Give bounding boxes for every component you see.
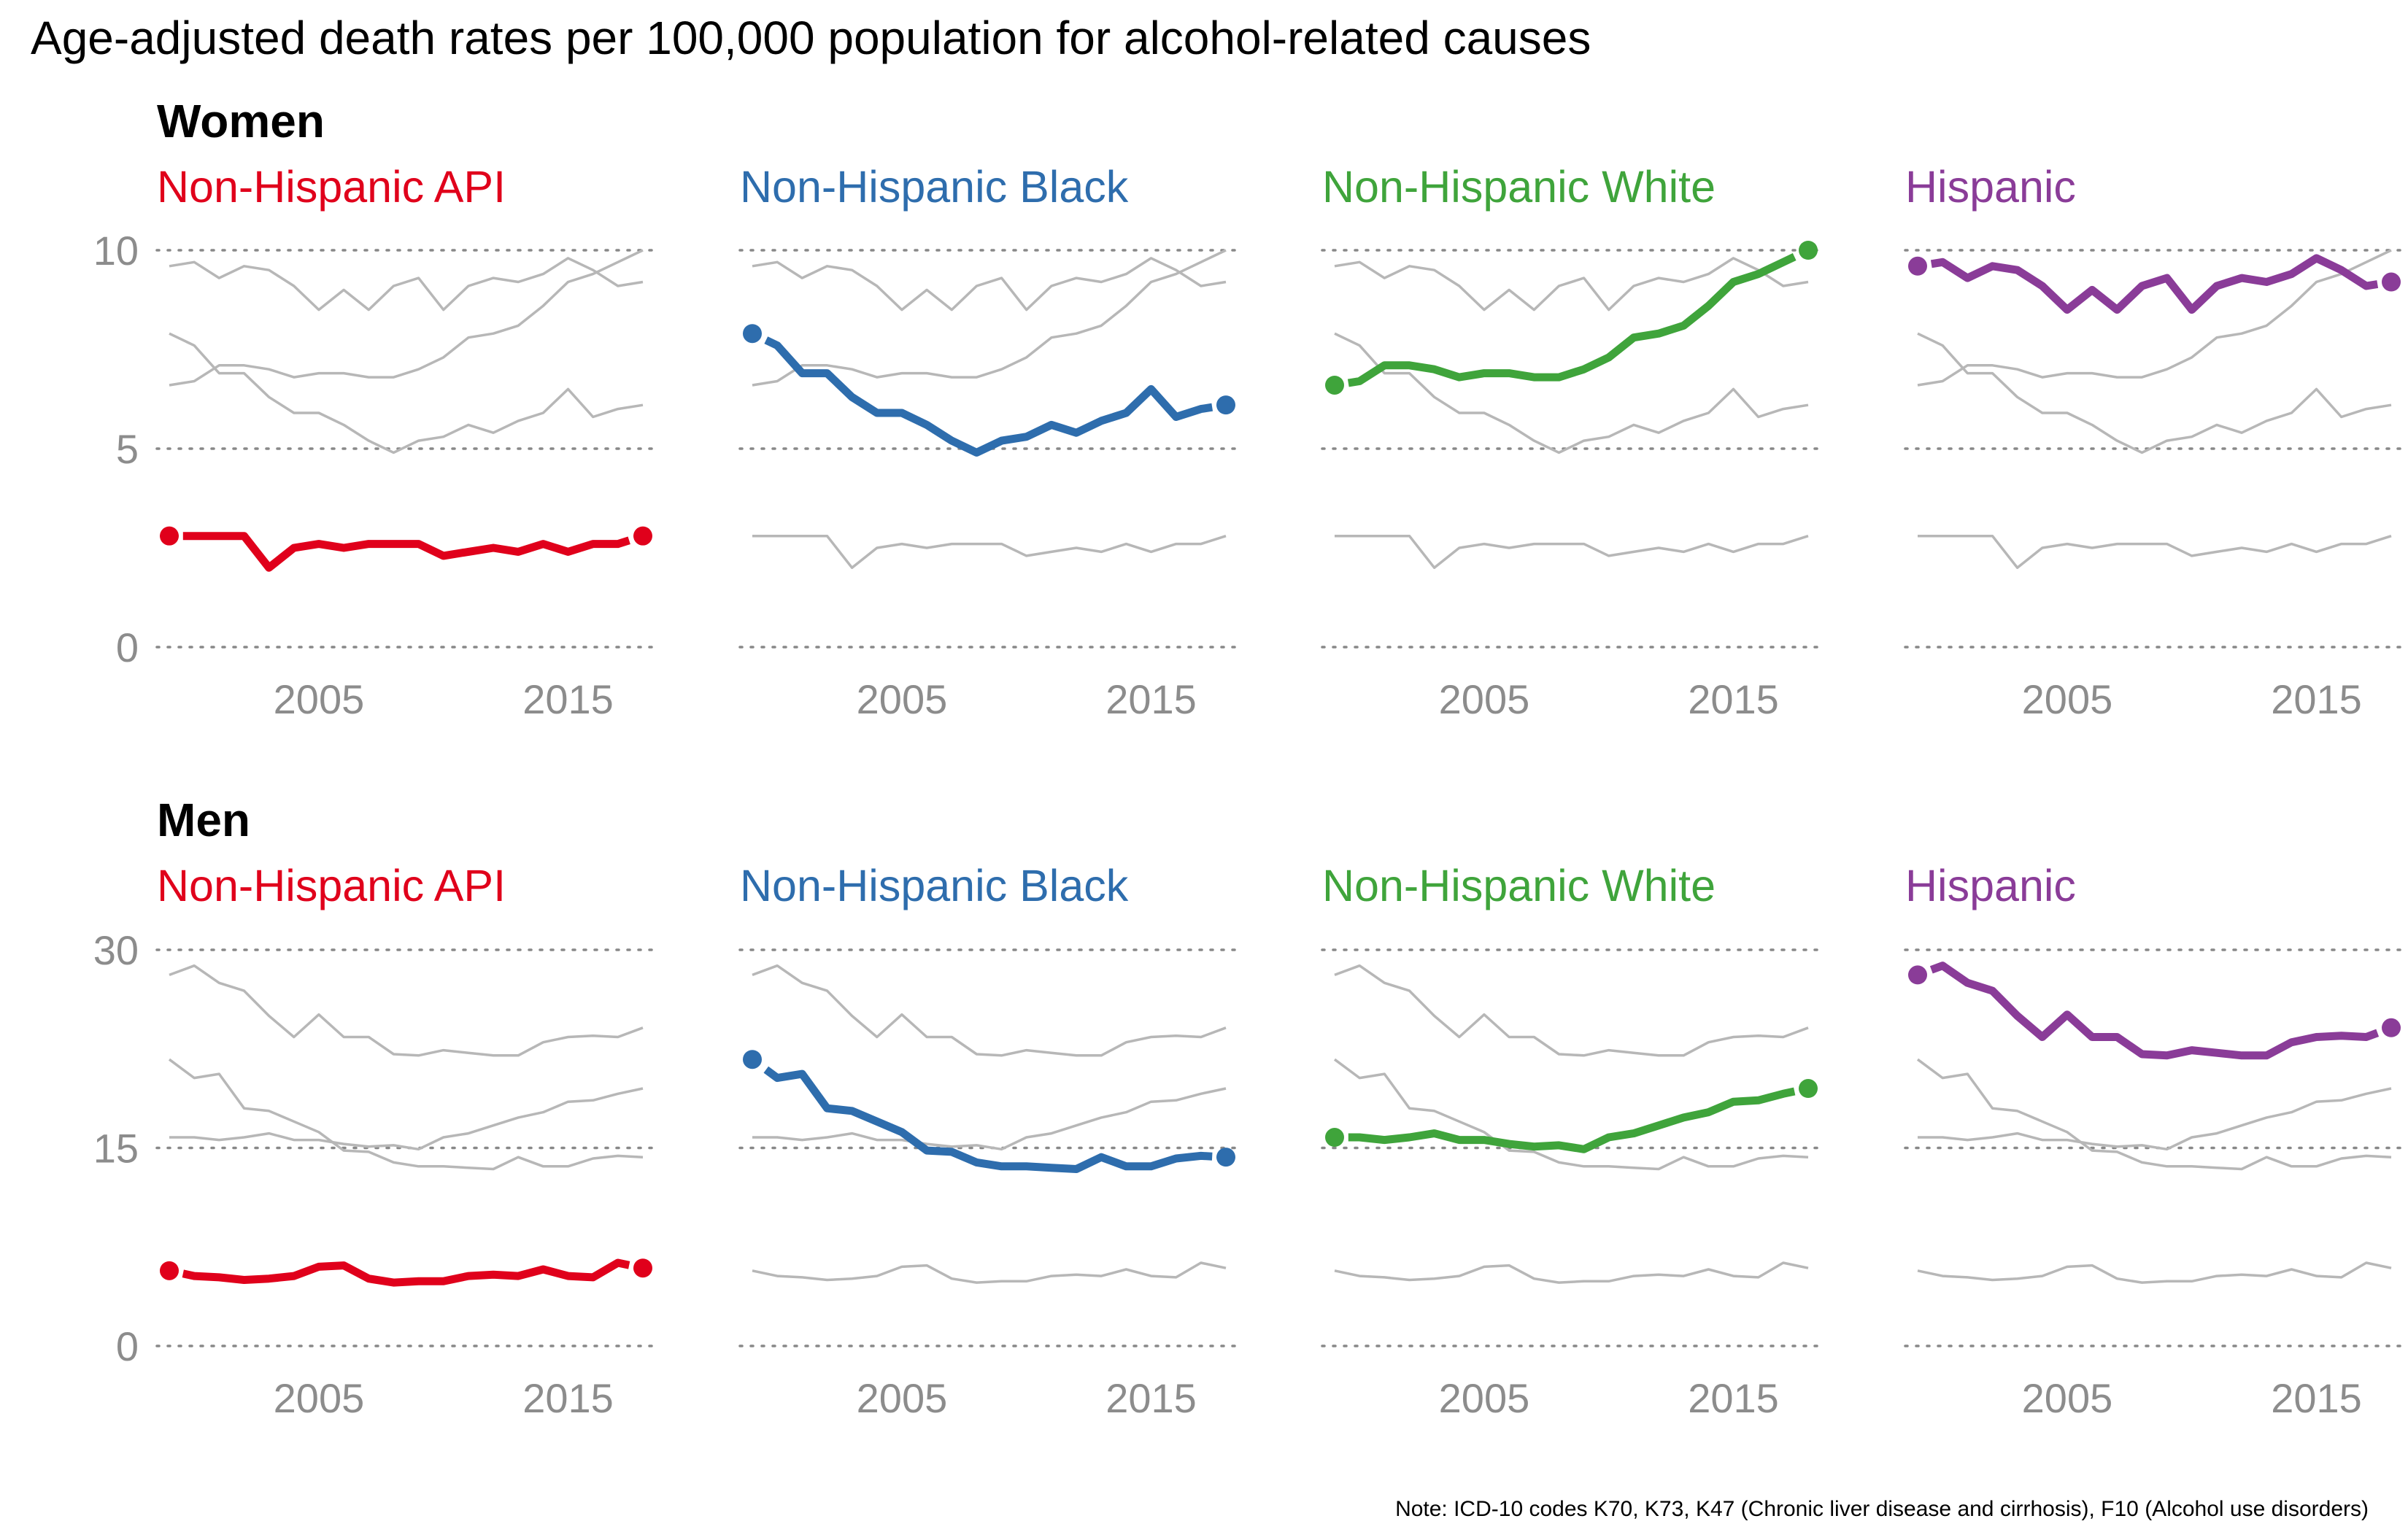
x-tick-label: 2005 — [1439, 676, 1530, 722]
y-tick-label: 5 — [116, 426, 139, 472]
chart-note: Note: ICD-10 codes K70, K73, K47 (Chroni… — [1395, 1497, 2369, 1521]
background-series-line — [752, 249, 1227, 387]
panel-men-non-hispanic-white: Non-Hispanic White 2005 2015 — [1321, 861, 1822, 1421]
background-series-line — [169, 257, 644, 312]
panel-men-non-hispanic-api: Non-Hispanic API 0 15 30 2005 2015 — [93, 861, 657, 1421]
background-series-line — [169, 249, 644, 387]
x-tick-label: 2005 — [2022, 676, 2113, 722]
panel-women-non-hispanic-black: Non-Hispanic Black 2005 2015 — [738, 162, 1240, 722]
x-tick-label: 2005 — [274, 1375, 365, 1421]
background-series-line — [1334, 1261, 1809, 1284]
panel-women-hispanic: Hispanic 2005 2015 — [1904, 162, 2405, 722]
x-tick-label: 2005 — [274, 676, 365, 722]
background-series-line — [752, 1087, 1227, 1151]
end-point — [1799, 1079, 1818, 1099]
end-point — [633, 526, 652, 546]
end-point — [2382, 272, 2401, 292]
panel-subtitle: Non-Hispanic White — [1322, 162, 1716, 212]
section-title: Men — [157, 794, 250, 846]
panel-subtitle: Non-Hispanic API — [157, 861, 506, 910]
x-tick-label: 2015 — [2271, 676, 2362, 722]
background-series-line — [1334, 257, 1809, 312]
background-series-line — [168, 1058, 644, 1171]
background-series-line — [1918, 1087, 2392, 1151]
focus-series-line — [182, 532, 630, 572]
focus-series-line — [182, 1258, 630, 1287]
focus-series-line — [1347, 253, 1797, 387]
panel-women-non-hispanic-white: Non-Hispanic White 2005 2015 — [1321, 162, 1822, 722]
background-series-line — [1916, 1058, 2392, 1171]
start-point — [1325, 1128, 1344, 1148]
x-tick-label: 2005 — [857, 1375, 948, 1421]
y-tick-label: 0 — [116, 624, 139, 670]
start-point — [1325, 375, 1344, 395]
panel-men-non-hispanic-black: Non-Hispanic Black 2005 2015 — [738, 861, 1240, 1421]
x-tick-label: 2015 — [1688, 1375, 1779, 1421]
x-tick-label: 2015 — [1105, 1375, 1197, 1421]
panel-subtitle: Non-Hispanic Black — [740, 861, 1129, 910]
focus-series-line — [1348, 1087, 1796, 1153]
panel-subtitle: Non-Hispanic White — [1322, 861, 1716, 910]
focus-series-line — [1930, 254, 2379, 314]
background-series-line — [752, 1261, 1227, 1284]
background-series-line — [1334, 964, 1809, 1057]
background-series-line — [1917, 332, 2392, 454]
x-tick-label: 2015 — [1688, 676, 1779, 722]
end-point — [1799, 241, 1818, 260]
x-tick-label: 2015 — [2271, 1375, 2362, 1421]
x-tick-label: 2005 — [1439, 1375, 1530, 1421]
background-series-line — [169, 332, 644, 454]
background-series-line — [752, 964, 1227, 1057]
panel-subtitle: Hispanic — [1905, 861, 2076, 910]
end-point — [2382, 1018, 2401, 1037]
chart-title: Age-adjusted death rates per 100,000 pop… — [31, 12, 1591, 64]
start-point — [160, 1261, 179, 1280]
start-point — [1908, 965, 1927, 985]
background-series-line — [1335, 534, 1809, 569]
panel-subtitle: Non-Hispanic API — [157, 162, 506, 212]
y-tick-label: 15 — [93, 1126, 139, 1172]
end-point — [1216, 395, 1235, 415]
y-tick-label: 0 — [116, 1323, 139, 1369]
panel-subtitle: Non-Hispanic Black — [740, 162, 1129, 212]
panel-men-hispanic: Hispanic 2005 2015 — [1904, 861, 2405, 1421]
start-point — [1908, 256, 1927, 276]
x-tick-label: 2005 — [857, 676, 948, 722]
start-point — [160, 526, 179, 546]
background-series-line — [1917, 1261, 2392, 1284]
panel-women-non-hispanic-api: Non-Hispanic API 0 5 10 2005 2015 — [93, 162, 657, 722]
x-tick-label: 2015 — [1105, 676, 1197, 722]
background-series-line — [1333, 1058, 1809, 1171]
background-series-line — [169, 964, 644, 1057]
end-point — [633, 1258, 652, 1278]
background-series-line — [752, 534, 1227, 569]
y-tick-label: 30 — [93, 927, 139, 973]
focus-series-line — [764, 336, 1213, 457]
y-tick-label: 10 — [93, 228, 139, 274]
background-series-line — [169, 1087, 644, 1151]
x-tick-label: 2015 — [522, 1375, 614, 1421]
section-title: Women — [157, 95, 325, 147]
x-tick-label: 2015 — [522, 676, 614, 722]
background-series-line — [1334, 332, 1809, 454]
focus-series-line — [1929, 962, 2380, 1060]
start-point — [743, 1050, 762, 1069]
x-tick-label: 2005 — [2022, 1375, 2113, 1421]
focus-series-line — [763, 1066, 1213, 1173]
background-series-line — [752, 257, 1227, 312]
background-series-line — [1917, 249, 2392, 387]
start-point — [743, 324, 762, 344]
background-series-line — [1918, 534, 2392, 569]
panel-subtitle: Hispanic — [1905, 162, 2076, 212]
end-point — [1216, 1148, 1235, 1167]
